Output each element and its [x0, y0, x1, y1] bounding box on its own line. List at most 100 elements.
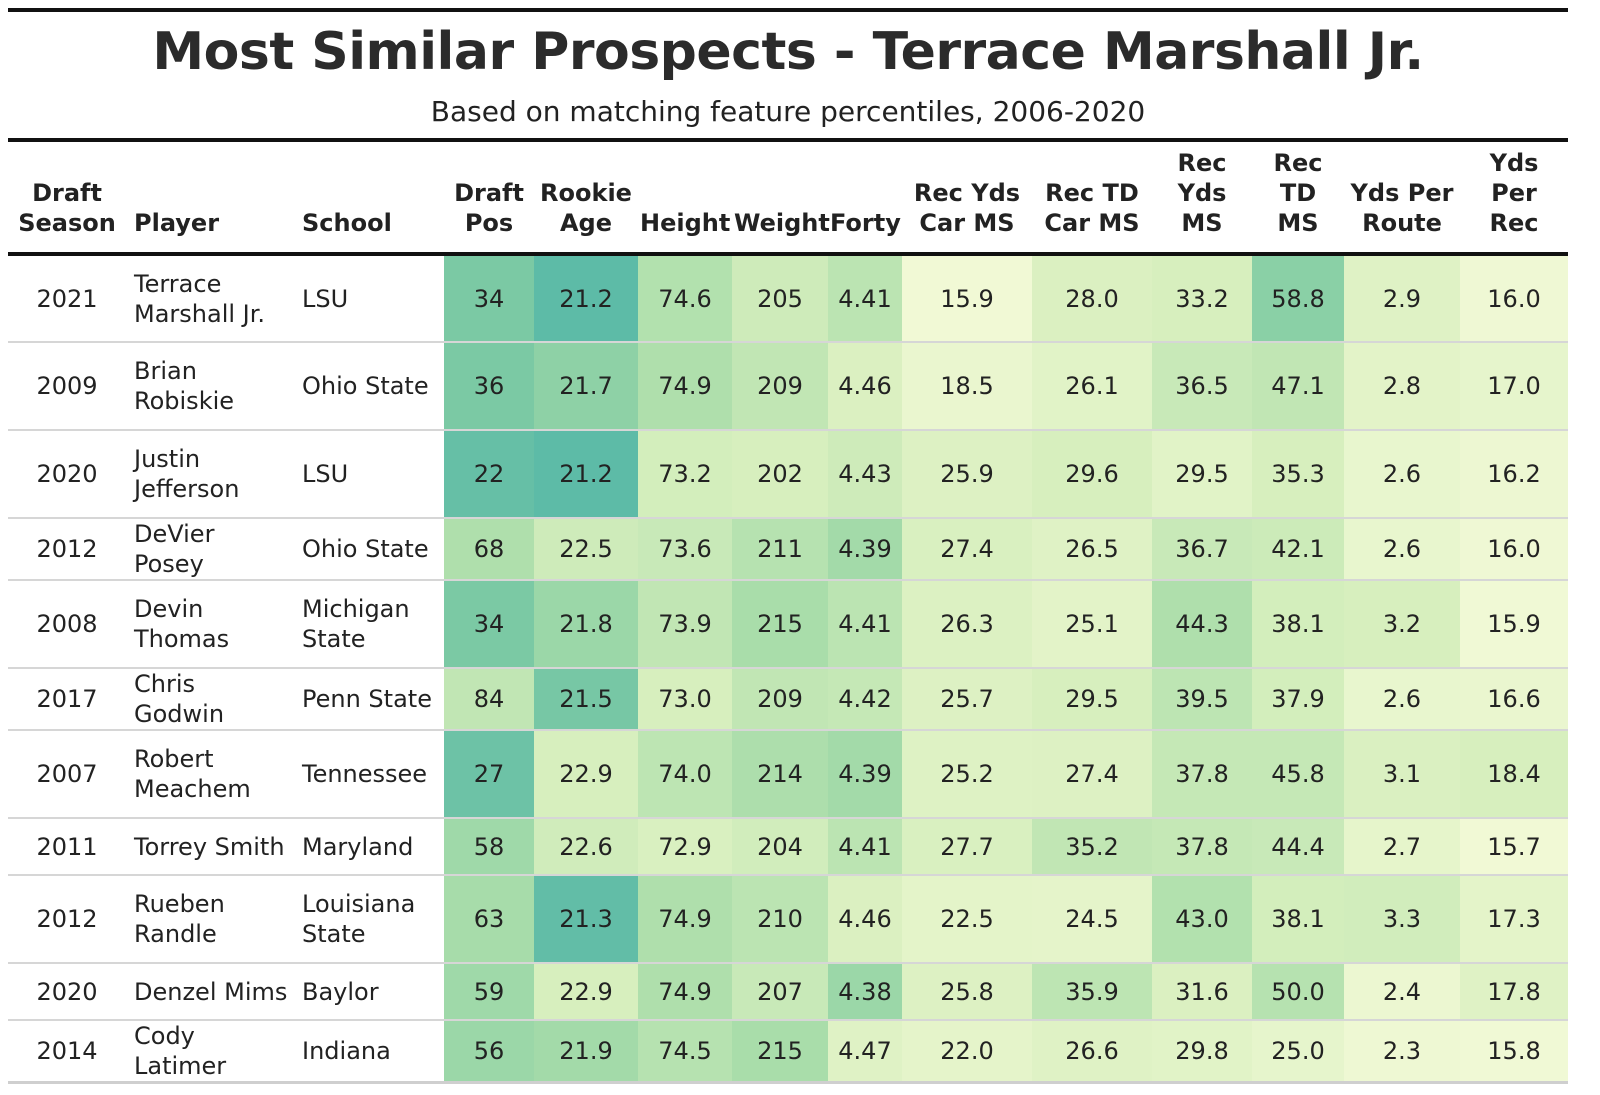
table-row: 2009 Brian Robiskie Ohio State 36 21.7 74.9 209… [8, 342, 1568, 431]
cell-rectdcar: 24.5 [1032, 875, 1152, 964]
cell-rectdcar: 29.6 [1032, 430, 1152, 519]
column-header-yprec: Yds Per Rec [1460, 142, 1568, 254]
cell-rectdcar: 29.5 [1032, 668, 1152, 731]
cell-ypr: 2.7 [1344, 818, 1460, 876]
column-header-line: TD [1279, 179, 1317, 207]
cell-school: LSU [294, 254, 444, 343]
column-header-line: School [302, 209, 392, 237]
table-body: 2021 Terrace Marshall Jr. LSU 34 21.2 74.6 205 4… [8, 254, 1568, 1084]
cell-pos: 34 [444, 580, 534, 669]
cell-forty: 4.46 [828, 342, 902, 431]
cell-yprec: 16.2 [1460, 430, 1568, 519]
cell-age: 21.3 [534, 875, 638, 964]
player-name-line: Robiskie [134, 387, 235, 415]
table-row: 2014 Cody Latimer Indiana 56 21.9 74.5 215 4.47… [8, 1020, 1568, 1084]
cell-rectd: 42.1 [1252, 518, 1344, 581]
column-header-ypr: Yds Per Route [1344, 142, 1460, 254]
cell-weight: 210 [732, 875, 828, 964]
cell-yprec: 16.0 [1460, 518, 1568, 581]
cell-pos: 84 [444, 668, 534, 731]
chart-subtitle: Based on matching feature percentiles, 2… [430, 95, 1146, 128]
cell-pos: 68 [444, 518, 534, 581]
cell-forty: 4.46 [828, 875, 902, 964]
cell-forty: 4.39 [828, 730, 902, 819]
cell-forty: 4.41 [828, 254, 902, 343]
cell-player: Rueben Randle [126, 875, 294, 964]
header-row: Draft Season Player School Draft Pos Rookie Age… [8, 142, 1568, 254]
player-name-line: Torrey Smith [134, 832, 285, 861]
column-header-forty: Forty [828, 142, 902, 254]
school-name-line: State [302, 625, 366, 653]
cell-rectdcar: 25.1 [1032, 580, 1152, 669]
school-name-line: Maryland [302, 832, 414, 861]
cell-weight: 204 [732, 818, 828, 876]
cell-rectdcar: 26.6 [1032, 1020, 1152, 1084]
cell-height: 74.9 [638, 342, 732, 431]
cell-rectd: 37.9 [1252, 668, 1344, 731]
cell-rectd: 47.1 [1252, 342, 1344, 431]
cell-rectd: 50.0 [1252, 963, 1344, 1021]
cell-weight: 209 [732, 342, 828, 431]
cell-rectd: 45.8 [1252, 730, 1344, 819]
similarity-table: Draft Season Player School Draft Pos Rookie Age… [8, 142, 1568, 1084]
cell-height: 74.0 [638, 730, 732, 819]
cell-age: 21.7 [534, 342, 638, 431]
cell-recydscar: 27.7 [902, 818, 1032, 876]
cell-player: Chris Godwin [126, 668, 294, 731]
player-name-line: Brian [134, 357, 197, 385]
cell-age: 22.9 [534, 730, 638, 819]
cell-weight: 202 [732, 430, 828, 519]
cell-season: 2009 [8, 342, 126, 431]
cell-recyds: 31.6 [1152, 963, 1252, 1021]
cell-weight: 205 [732, 254, 828, 343]
player-name-line: Justin [134, 445, 201, 473]
cell-height: 74.6 [638, 254, 732, 343]
cell-height: 74.5 [638, 1020, 732, 1084]
table-row: 2020 Denzel Mims Baylor 59 22.9 74.9 207 4.38 25… [8, 963, 1568, 1021]
cell-weight: 215 [732, 1020, 828, 1084]
school-name-line: Michigan [302, 595, 410, 623]
player-name-line: Jefferson [134, 475, 240, 503]
column-header-line: Weight [734, 209, 830, 237]
cell-school: Baylor [294, 963, 444, 1021]
cell-player: Devin Thomas [126, 580, 294, 669]
cell-yprec: 16.6 [1460, 668, 1568, 731]
cell-yprec: 17.8 [1460, 963, 1568, 1021]
cell-height: 73.9 [638, 580, 732, 669]
column-header-line: Rec TD [1045, 179, 1139, 207]
cell-recydscar: 25.9 [902, 430, 1032, 519]
cell-school: Louisiana State [294, 875, 444, 964]
cell-pos: 34 [444, 254, 534, 343]
column-header-rectdcar: Rec TD Car MS [1032, 142, 1152, 254]
cell-pos: 63 [444, 875, 534, 964]
cell-rectdcar: 35.2 [1032, 818, 1152, 876]
cell-recyds: 29.8 [1152, 1020, 1252, 1084]
cell-recyds: 33.2 [1152, 254, 1252, 343]
column-header-line: Forty [830, 209, 901, 237]
cell-rectdcar: 28.0 [1032, 254, 1152, 343]
column-header-rectd: Rec TD MS [1252, 142, 1344, 254]
title-rule [8, 138, 1568, 142]
school-name-line: Louisiana [302, 890, 416, 918]
column-header-line: Rec Yds [913, 179, 1021, 207]
cell-school: Tennessee [294, 730, 444, 819]
cell-height: 73.6 [638, 518, 732, 581]
table-row: 2020 Justin Jefferson LSU 22 21.2 73.2 202 4.43 2… [8, 430, 1568, 519]
cell-ypr: 3.1 [1344, 730, 1460, 819]
column-header-line: Rec [1177, 149, 1227, 177]
player-name-line: Denzel Mims [134, 977, 288, 1006]
cell-recyds: 39.5 [1152, 668, 1252, 731]
cell-forty: 4.43 [828, 430, 902, 519]
cell-recydscar: 15.9 [902, 254, 1032, 343]
player-name-line: Devin [134, 595, 204, 623]
top-rule [8, 8, 1568, 12]
cell-pos: 58 [444, 818, 534, 876]
cell-pos: 59 [444, 963, 534, 1021]
cell-rectd: 38.1 [1252, 875, 1344, 964]
cell-recydscar: 25.7 [902, 668, 1032, 731]
player-name-line: Chris Godwin [134, 670, 225, 728]
cell-yprec: 17.3 [1460, 875, 1568, 964]
player-name-line: Cody Latimer [134, 1022, 227, 1080]
column-header-age: Rookie Age [534, 142, 638, 254]
cell-yprec: 15.9 [1460, 580, 1568, 669]
